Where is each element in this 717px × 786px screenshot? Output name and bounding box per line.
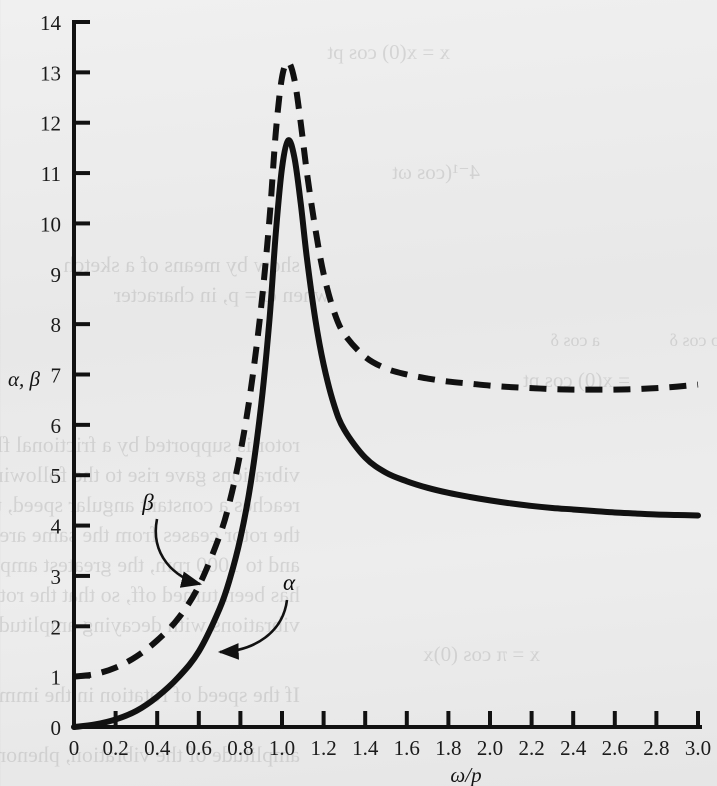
x-tick-label: 0 [69,736,80,760]
x-axis-ticks [113,711,700,727]
y-tick-label: 12 [40,112,61,136]
y-tick-label: 0 [51,716,62,740]
x-tick-label: 0.2 [102,736,128,760]
x-tick-label: 0.8 [227,736,253,760]
y-tick-label: 9 [51,263,62,287]
x-tick-label: 2.8 [643,736,669,760]
x-tick-label: 3.0 [685,736,711,760]
curve-beta [73,59,699,680]
x-tick-label: 0.4 [144,736,171,760]
y-tick-label: 10 [40,212,61,236]
beta-leader-arrow [154,518,203,588]
y-tick-label: 7 [51,364,62,388]
axes [72,20,702,729]
x-tick-label: 1.4 [352,736,379,760]
x-tick-label: 0.6 [186,736,212,760]
x-tick-label: 1.0 [269,736,295,760]
y-tick-label: 14 [40,11,62,35]
x-axis-tick-labels: 0 0.2 0.4 0.6 0.8 1.0 1.2 1.4 1.6 1.8 2.0 2.2 2.4 2.6… [69,736,711,760]
y-tick-label: 1 [51,666,62,690]
y-tick-label: 11 [41,162,61,186]
alpha-leader-arrow [217,599,289,660]
y-axis-ticks [74,20,90,729]
beta-curve-label: β [141,490,154,515]
y-tick-label: 6 [51,414,62,438]
x-axis-title: ω/p [450,763,481,786]
y-tick-label: 4 [51,515,62,539]
curve-alpha [71,137,701,730]
x-tick-label: 1.8 [435,736,461,760]
y-tick-label: 5 [51,464,62,488]
y-tick-label: 2 [51,615,62,639]
y-tick-label: 8 [51,313,62,337]
y-tick-label: 13 [40,61,61,85]
x-tick-label: 1.2 [310,736,336,760]
y-axis-title: α, β [8,367,41,391]
x-tick-label: 2.0 [477,736,503,760]
x-tick-label: 2.2 [518,736,544,760]
x-tick-label: 2.4 [560,736,587,760]
x-tick-label: 2.6 [602,736,628,760]
y-tick-label: 3 [51,565,62,589]
alpha-curve-label: α [283,570,296,595]
x-tick-label: 1.6 [394,736,420,760]
